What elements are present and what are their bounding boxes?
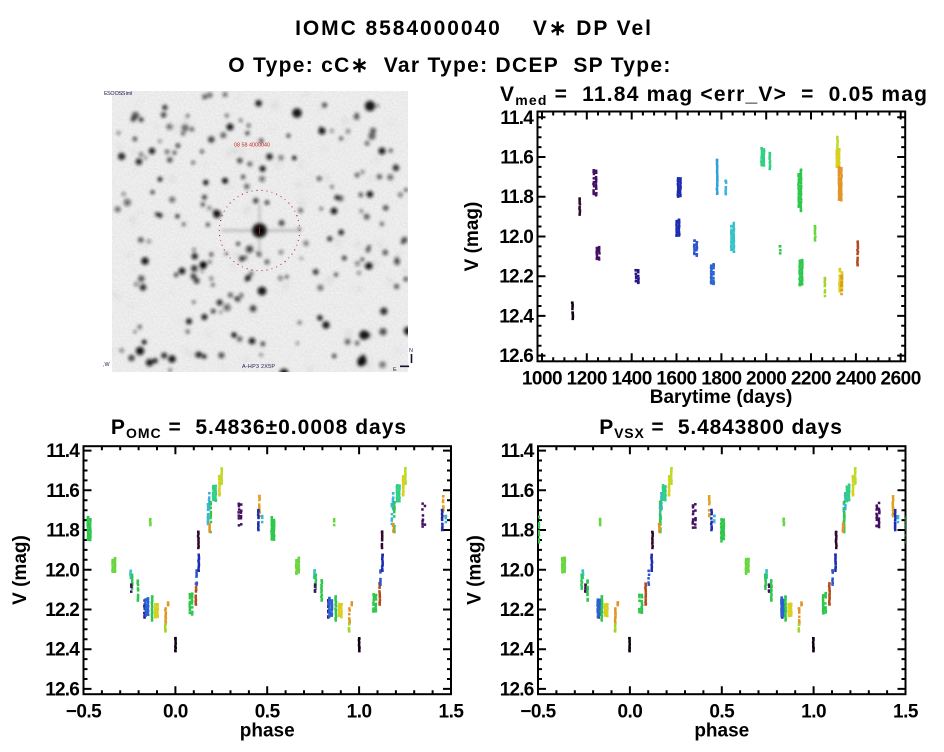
svg-text:phase: phase — [694, 721, 749, 742]
svg-text:Barytime (days): Barytime (days) — [650, 387, 793, 408]
svg-text:PVSX = 5.4843800 days: PVSX = 5.4843800 days — [599, 416, 842, 441]
svg-text:−0.5: −0.5 — [66, 702, 102, 723]
svg-text:1800: 1800 — [701, 369, 741, 390]
svg-text:11.8: 11.8 — [501, 521, 534, 542]
svg-text:N: N — [409, 348, 413, 354]
svg-text:12.2: 12.2 — [500, 600, 534, 621]
svg-text:12.0: 12.0 — [45, 560, 79, 581]
svg-text:12.0: 12.0 — [499, 227, 533, 248]
svg-text:12.2: 12.2 — [499, 267, 533, 288]
svg-text:11.6: 11.6 — [501, 481, 534, 502]
svg-text:1.5: 1.5 — [439, 702, 465, 723]
svg-text:11.4: 11.4 — [500, 108, 534, 129]
svg-text:1000: 1000 — [522, 369, 562, 390]
svg-text:POMC = 5.4836±0.0008 days: POMC = 5.4836±0.0008 days — [111, 416, 407, 441]
svg-text:08 58 4000040: 08 58 4000040 — [234, 143, 270, 149]
svg-text:1.0: 1.0 — [347, 702, 372, 723]
svg-text:,W: ,W — [103, 362, 110, 368]
svg-text:1400: 1400 — [612, 369, 652, 390]
svg-text:11.4: 11.4 — [46, 441, 80, 462]
svg-text:12.4: 12.4 — [45, 640, 80, 661]
svg-text:2400: 2400 — [836, 369, 876, 390]
svg-text:11.8: 11.8 — [46, 521, 79, 542]
svg-text:V (mag): V (mag) — [10, 535, 31, 605]
svg-text:IOMC 8584000040 V∗ DP Vel: IOMC 8584000040 V∗ DP Vel — [295, 17, 653, 40]
svg-text:1200: 1200 — [567, 369, 607, 390]
svg-text:0.0: 0.0 — [617, 702, 642, 723]
svg-text:12.6: 12.6 — [45, 679, 79, 700]
svg-text:0.5: 0.5 — [709, 702, 735, 723]
svg-text:0.0: 0.0 — [163, 702, 188, 723]
svg-text:1.5: 1.5 — [893, 702, 919, 723]
svg-text:V (mag): V (mag) — [465, 535, 486, 605]
svg-text:12.0: 12.0 — [500, 560, 534, 581]
svg-text:11.6: 11.6 — [500, 148, 533, 169]
svg-text:phase: phase — [240, 721, 295, 742]
svg-text:2600: 2600 — [881, 369, 921, 390]
svg-text:1.0: 1.0 — [801, 702, 826, 723]
svg-text:12.6: 12.6 — [499, 346, 533, 367]
svg-text:11.6: 11.6 — [46, 481, 79, 502]
svg-text:11.4: 11.4 — [501, 441, 535, 462]
svg-text:2000: 2000 — [746, 369, 786, 390]
svg-text:V (mag): V (mag) — [462, 202, 483, 272]
svg-text:0.5: 0.5 — [255, 702, 281, 723]
svg-text:12.4: 12.4 — [499, 306, 534, 327]
svg-text:Vmed = 11.84 mag <err_V> =: Vmed = 11.84 mag <err_V> = 0.05 mag — [500, 83, 928, 108]
svg-text:2200: 2200 — [791, 369, 831, 390]
svg-text:O Type: cC∗ Var Type: DCEP S: O Type: cC∗ Var Type: DCEP SP Type: — [228, 54, 671, 77]
svg-text:A-HP3 2X5P: A-HP3 2X5P — [242, 364, 275, 370]
svg-text:12.4: 12.4 — [500, 640, 535, 661]
svg-text:−0.5: −0.5 — [520, 702, 556, 723]
svg-text:ESO DSS iml: ESO DSS iml — [104, 91, 132, 97]
svg-text:1600: 1600 — [656, 369, 696, 390]
svg-text:12.6: 12.6 — [500, 679, 534, 700]
svg-text:11.8: 11.8 — [500, 187, 533, 208]
svg-text:E: E — [393, 367, 397, 373]
svg-text:12.2: 12.2 — [45, 600, 79, 621]
